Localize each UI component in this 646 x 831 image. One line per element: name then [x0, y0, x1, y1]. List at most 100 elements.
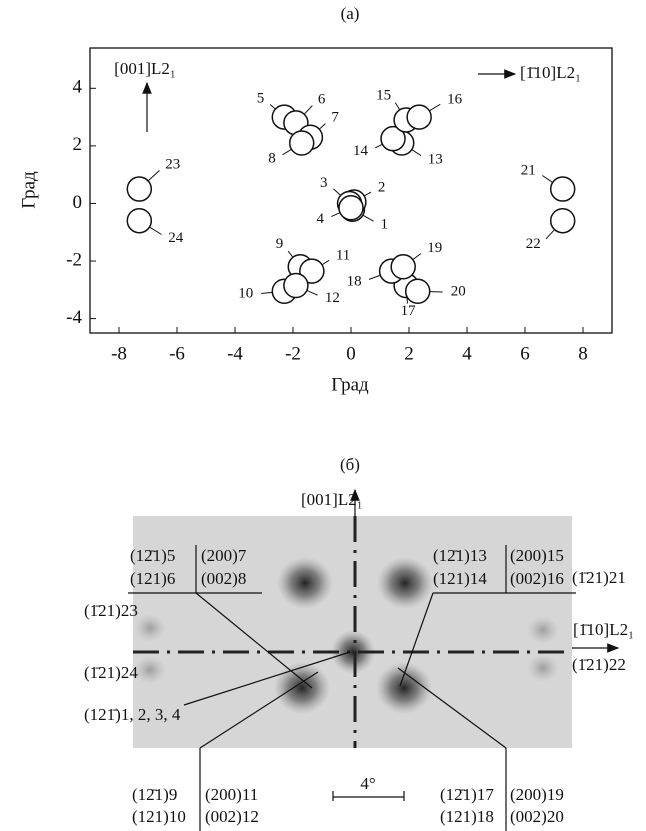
point-label: 15	[376, 87, 391, 103]
scale-label: 4°	[360, 774, 375, 793]
leader	[364, 192, 371, 196]
annotation: [001]L2₁	[114, 59, 176, 78]
reflection	[134, 656, 166, 684]
leader	[375, 144, 382, 148]
point	[407, 105, 431, 129]
label: (121)10	[132, 807, 186, 826]
point-label: 4	[317, 211, 325, 227]
y-tick-label: 4	[73, 77, 83, 98]
reflection	[134, 614, 166, 642]
y-axis-label: Град	[18, 171, 39, 209]
point	[551, 177, 575, 201]
point	[127, 209, 151, 233]
point-label: 12	[325, 290, 340, 306]
point-label: 21	[521, 162, 536, 178]
leader	[304, 106, 312, 115]
label: (121)18	[440, 807, 494, 826]
panel-title: (a)	[341, 4, 360, 23]
leader	[149, 227, 161, 234]
point-label: 20	[451, 284, 466, 300]
point-label: 8	[268, 150, 276, 166]
reflection	[527, 616, 559, 644]
y-tick-label: -2	[66, 249, 82, 270]
reflection	[376, 662, 432, 714]
label: (121̄)1, 2, 3, 4	[84, 705, 181, 724]
label: (12̄1)5	[130, 546, 175, 565]
point-label: 16	[447, 92, 463, 108]
label: (200)7	[201, 546, 247, 565]
leader	[395, 103, 399, 110]
reflection	[274, 662, 330, 714]
label: (200)19	[510, 785, 564, 804]
point	[391, 255, 415, 279]
figure: (a) Град Град [001]L2₁ [1̄10]L2₁ -8 -6 -4 -…	[0, 0, 646, 831]
point-label: 24	[168, 230, 184, 246]
point-label: 22	[526, 236, 541, 252]
x-axis-label: Град	[331, 374, 369, 395]
label: (12̄1)17	[440, 785, 494, 804]
leader	[413, 254, 421, 260]
point-label: 7	[331, 110, 339, 126]
point	[551, 209, 575, 233]
point-label: 11	[336, 248, 350, 264]
point	[127, 177, 151, 201]
point	[284, 274, 308, 298]
point-label: 5	[257, 91, 265, 107]
leader	[542, 175, 552, 182]
y-tick-label: -4	[66, 307, 82, 328]
label: (121)6	[130, 569, 175, 588]
leader	[148, 170, 159, 180]
x-tick-label: -6	[169, 343, 185, 364]
x-tick-label: -4	[227, 343, 243, 364]
leader	[331, 213, 340, 217]
x-tick-label: 4	[462, 343, 472, 364]
leader	[546, 230, 554, 239]
x-tick-label: 8	[578, 343, 588, 364]
reflection	[527, 654, 559, 682]
x-tick-label: -2	[285, 343, 301, 364]
panel-title: (б)	[340, 455, 360, 474]
point-label: 2	[378, 179, 386, 195]
point-label: 23	[165, 156, 180, 172]
leader	[333, 189, 340, 196]
axis-label: [1̄10]L2₁	[573, 620, 634, 639]
label: (1̄21)24	[84, 663, 138, 682]
label: (1̄21)21	[572, 568, 626, 587]
axis-label: [001]L2₁	[301, 490, 363, 509]
x-tick-label: 0	[346, 343, 356, 364]
label: (002)8	[201, 569, 246, 588]
leader	[270, 104, 275, 109]
leader	[307, 290, 318, 295]
panel-b: (б) [001]L2₁ [1̄10]L2₁ (12̄1)5 (121)6 (2…	[84, 455, 634, 831]
label: (12̄1)9	[132, 785, 177, 804]
point-label: 13	[428, 151, 443, 167]
leader	[363, 215, 374, 221]
leader	[283, 149, 292, 155]
annotation: [1̄10]L2₁	[520, 63, 581, 82]
label: (200)15	[510, 546, 564, 565]
label: (200)11	[205, 785, 258, 804]
label: (12̄1)13	[433, 546, 487, 565]
point-label: 17	[401, 303, 417, 319]
leader	[288, 251, 293, 257]
point-label: 14	[353, 143, 369, 159]
point-label: 1	[380, 217, 388, 233]
label: (002)20	[510, 807, 564, 826]
leader	[429, 104, 440, 111]
x-tick-label: 6	[520, 343, 530, 364]
point-label: 18	[347, 274, 362, 290]
point-label: 19	[427, 240, 442, 256]
reflection	[277, 557, 333, 609]
x-tick-label: -8	[111, 343, 127, 364]
leader	[412, 150, 421, 156]
y-tick-label: 0	[73, 192, 83, 213]
point	[290, 131, 314, 155]
point-label: 3	[320, 175, 328, 191]
point	[339, 196, 363, 220]
x-tick-label: 2	[404, 343, 414, 364]
leader	[322, 260, 329, 264]
y-tick-label: 2	[73, 134, 83, 155]
label: (1̄21)23	[84, 601, 138, 620]
label: (002)12	[205, 807, 259, 826]
label: (121)14	[433, 569, 487, 588]
